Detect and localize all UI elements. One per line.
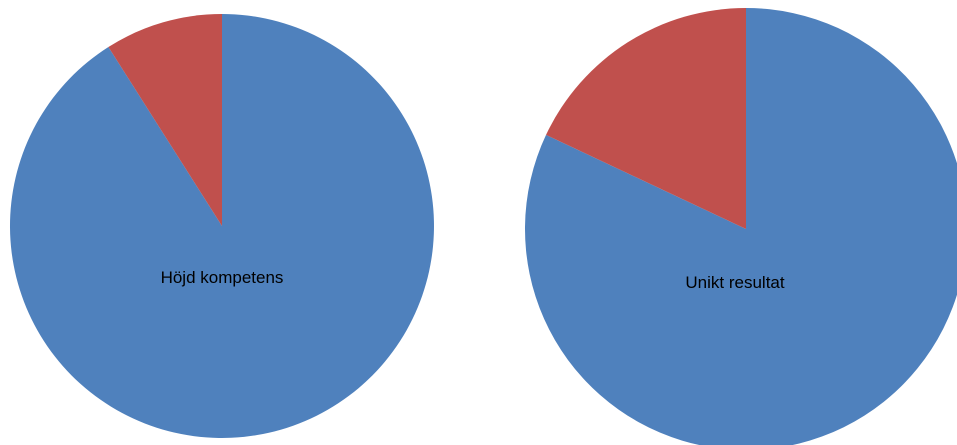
pie-1-slice-0 (525, 8, 957, 445)
pie-label-unikt-resultat: Unikt resultat (685, 273, 784, 292)
pie-1-slice-1 (546, 7, 746, 230)
pie-0-slice-0 (9, 14, 434, 438)
pie-label-hojd-kompetens: Höjd kompetens (161, 268, 284, 287)
pie-chart-hojd-kompetens: Höjd kompetens (9, 14, 434, 438)
pie-0-slice-1 (108, 14, 222, 226)
pie-chart-unikt-resultat: Unikt resultat (525, 7, 957, 445)
